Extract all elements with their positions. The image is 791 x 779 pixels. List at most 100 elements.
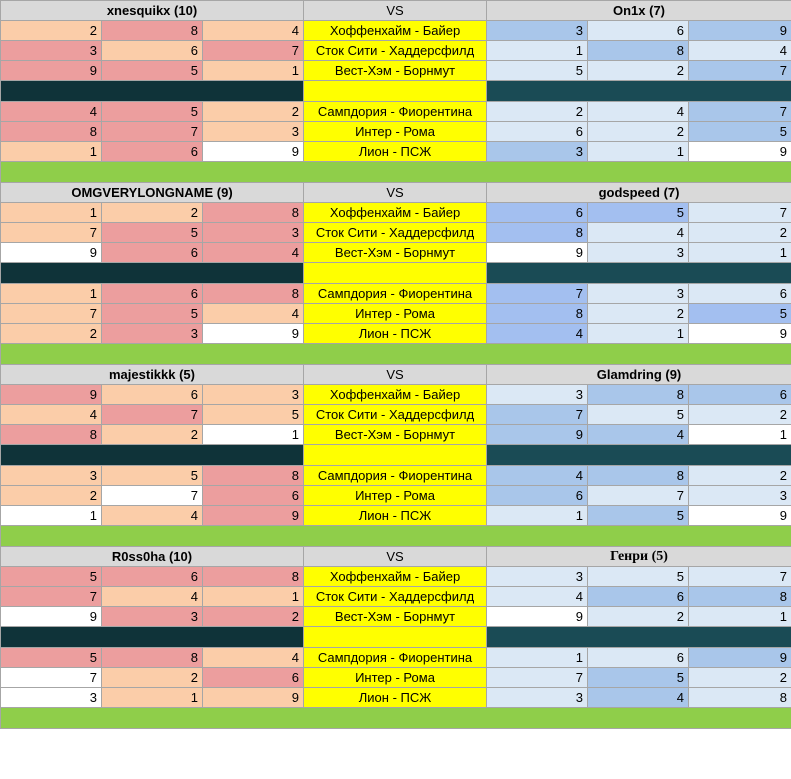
right-score-cell[interactable]: 1	[687, 606, 791, 627]
right-score-cell[interactable]: 2	[587, 121, 689, 142]
match-name-cell[interactable]: Хоффенхайм - Байер	[303, 384, 487, 405]
right-score-cell[interactable]: 6	[687, 283, 791, 304]
spacer-cell[interactable]	[0, 343, 791, 365]
match-name-cell[interactable]: Интер - Рома	[303, 303, 487, 324]
right-score-cell[interactable]: 7	[486, 404, 588, 425]
right-score-cell[interactable]: 9	[486, 606, 588, 627]
left-score-cell[interactable]: 7	[0, 303, 102, 324]
left-score-cell[interactable]: 3	[0, 687, 102, 708]
left-score-cell[interactable]: 6	[101, 566, 203, 587]
left-score-cell[interactable]: 7	[101, 404, 203, 425]
match-name-cell[interactable]: Лион - ПСЖ	[303, 141, 487, 162]
left-score-cell[interactable]: 4	[202, 242, 304, 263]
right-score-cell[interactable]: 2	[587, 60, 689, 81]
right-score-cell[interactable]: 4	[486, 465, 588, 486]
divider-cell-right[interactable]	[485, 262, 791, 284]
right-score-cell[interactable]: 5	[687, 303, 791, 324]
left-score-cell[interactable]: 8	[0, 424, 102, 445]
left-score-cell[interactable]: 9	[202, 323, 304, 344]
right-player-name[interactable]: On1x (7)	[485, 0, 791, 21]
right-score-cell[interactable]: 2	[587, 606, 689, 627]
left-score-cell[interactable]: 1	[202, 60, 304, 81]
match-name-cell[interactable]: Хоффенхайм - Байер	[303, 566, 487, 587]
divider-cell-match[interactable]	[303, 626, 487, 648]
left-score-cell[interactable]: 8	[202, 465, 304, 486]
left-player-name[interactable]: majestikkk (5)	[0, 364, 304, 385]
right-score-cell[interactable]: 2	[687, 404, 791, 425]
left-score-cell[interactable]: 3	[0, 465, 102, 486]
right-score-cell[interactable]: 8	[587, 40, 689, 61]
match-name-cell[interactable]: Вест-Хэм - Борнмут	[303, 60, 487, 81]
right-score-cell[interactable]: 2	[486, 101, 588, 122]
match-name-cell[interactable]: Хоффенхайм - Байер	[303, 202, 487, 223]
left-score-cell[interactable]: 7	[101, 485, 203, 506]
right-score-cell[interactable]: 8	[687, 586, 791, 607]
match-name-cell[interactable]: Сток Сити - Хаддерсфилд	[303, 222, 487, 243]
left-score-cell[interactable]: 6	[202, 667, 304, 688]
right-score-cell[interactable]: 4	[587, 101, 689, 122]
right-score-cell[interactable]: 1	[587, 323, 689, 344]
right-score-cell[interactable]: 9	[687, 20, 791, 41]
left-score-cell[interactable]: 2	[202, 101, 304, 122]
left-score-cell[interactable]: 7	[0, 222, 102, 243]
match-name-cell[interactable]: Лион - ПСЖ	[303, 323, 487, 344]
left-score-cell[interactable]: 1	[0, 283, 102, 304]
divider-cell-right[interactable]	[485, 80, 791, 102]
right-score-cell[interactable]: 2	[687, 667, 791, 688]
right-score-cell[interactable]: 3	[486, 687, 588, 708]
right-score-cell[interactable]: 9	[687, 505, 791, 526]
left-score-cell[interactable]: 8	[0, 121, 102, 142]
right-score-cell[interactable]: 4	[687, 40, 791, 61]
left-score-cell[interactable]: 3	[101, 606, 203, 627]
match-name-cell[interactable]: Вест-Хэм - Борнмут	[303, 424, 487, 445]
right-score-cell[interactable]: 5	[486, 60, 588, 81]
left-score-cell[interactable]: 8	[101, 647, 203, 668]
divider-cell-left[interactable]	[0, 444, 304, 466]
right-score-cell[interactable]: 3	[587, 242, 689, 263]
left-score-cell[interactable]: 8	[202, 202, 304, 223]
left-score-cell[interactable]: 5	[0, 566, 102, 587]
spacer-cell[interactable]	[0, 161, 791, 183]
match-name-cell[interactable]: Сток Сити - Хаддерсфилд	[303, 404, 487, 425]
right-score-cell[interactable]: 7	[486, 283, 588, 304]
left-score-cell[interactable]: 3	[202, 121, 304, 142]
right-score-cell[interactable]: 5	[587, 404, 689, 425]
match-name-cell[interactable]: Вест-Хэм - Борнмут	[303, 242, 487, 263]
right-score-cell[interactable]: 3	[486, 384, 588, 405]
left-score-cell[interactable]: 6	[101, 141, 203, 162]
match-name-cell[interactable]: Лион - ПСЖ	[303, 687, 487, 708]
left-score-cell[interactable]: 4	[202, 20, 304, 41]
right-score-cell[interactable]: 7	[687, 60, 791, 81]
left-score-cell[interactable]: 9	[202, 687, 304, 708]
left-score-cell[interactable]: 9	[0, 384, 102, 405]
right-score-cell[interactable]: 8	[687, 687, 791, 708]
left-score-cell[interactable]: 6	[101, 242, 203, 263]
match-name-cell[interactable]: Сток Сити - Хаддерсфилд	[303, 586, 487, 607]
right-score-cell[interactable]: 1	[486, 647, 588, 668]
right-score-cell[interactable]: 4	[587, 424, 689, 445]
match-name-cell[interactable]: Сампдория - Фиорентина	[303, 283, 487, 304]
match-name-cell[interactable]: Сампдория - Фиорентина	[303, 647, 487, 668]
left-score-cell[interactable]: 6	[202, 485, 304, 506]
left-score-cell[interactable]: 1	[0, 141, 102, 162]
right-score-cell[interactable]: 4	[587, 687, 689, 708]
left-score-cell[interactable]: 9	[0, 242, 102, 263]
left-score-cell[interactable]: 3	[202, 384, 304, 405]
right-score-cell[interactable]: 8	[486, 303, 588, 324]
match-name-cell[interactable]: Интер - Рома	[303, 667, 487, 688]
right-score-cell[interactable]: 7	[687, 101, 791, 122]
right-score-cell[interactable]: 3	[486, 566, 588, 587]
right-score-cell[interactable]: 1	[486, 505, 588, 526]
right-score-cell[interactable]: 3	[486, 20, 588, 41]
left-score-cell[interactable]: 2	[0, 485, 102, 506]
left-score-cell[interactable]: 7	[101, 121, 203, 142]
divider-cell-left[interactable]	[0, 80, 304, 102]
left-score-cell[interactable]: 2	[101, 424, 203, 445]
right-score-cell[interactable]: 3	[486, 141, 588, 162]
right-score-cell[interactable]: 6	[587, 586, 689, 607]
left-score-cell[interactable]: 8	[202, 283, 304, 304]
match-name-cell[interactable]: Сампдория - Фиорентина	[303, 465, 487, 486]
left-score-cell[interactable]: 4	[101, 505, 203, 526]
left-score-cell[interactable]: 5	[101, 222, 203, 243]
left-score-cell[interactable]: 4	[0, 404, 102, 425]
